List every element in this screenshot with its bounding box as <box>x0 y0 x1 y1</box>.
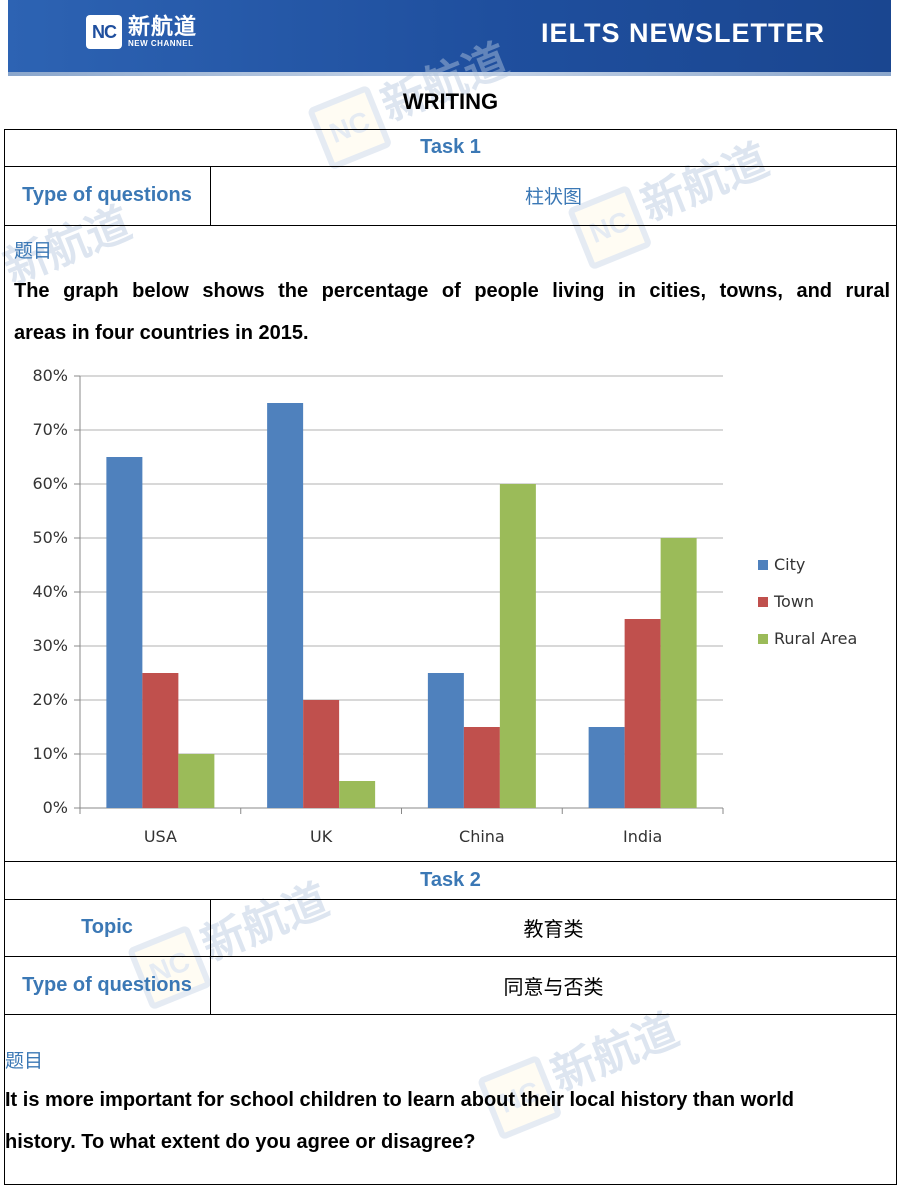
y-tick-label: 60% <box>32 474 68 493</box>
bar-town-uk <box>303 700 340 808</box>
y-tick-label: 30% <box>32 636 68 655</box>
divider <box>4 899 897 900</box>
bar-chart: 0% 10% 20% 30% 40% 50% 60% 70% 80% USA UK China Indi… <box>32 366 857 846</box>
task1-prompt-line1: The graph below shows the percentage of … <box>14 280 890 302</box>
bar-rural-area-china <box>499 484 536 808</box>
divider <box>4 166 897 167</box>
y-tick-label: 10% <box>32 744 68 763</box>
bar-rural-area-usa <box>178 754 215 808</box>
y-tick-label: 40% <box>32 582 68 601</box>
divider <box>210 899 211 1014</box>
task2-topic-label: Topic <box>81 916 133 938</box>
banner-stripe <box>8 72 891 76</box>
logo-english-name: NEW CHANNEL <box>128 39 194 48</box>
section-title: WRITING <box>402 89 499 114</box>
y-tick-label: 20% <box>32 690 68 709</box>
bar-city-uk <box>267 403 304 808</box>
bar-town-china <box>463 727 500 808</box>
header-banner: NC 新航道 NEW CHANNEL IELTS NEWSLETTER <box>8 0 891 76</box>
legend-swatch <box>758 597 768 607</box>
legend-label: Rural Area <box>774 629 857 648</box>
task2-prompt-label: 题目 <box>5 1051 44 1072</box>
x-tick-label: USA <box>144 827 177 846</box>
brand-logo: NC 新航道 NEW CHANNEL <box>86 12 197 52</box>
task1-heading: Task 1 <box>420 136 481 158</box>
legend-label: City <box>774 555 805 574</box>
divider <box>4 225 897 226</box>
x-tick-label: China <box>459 827 505 846</box>
divider <box>4 956 897 957</box>
y-tick-label: 50% <box>32 528 68 547</box>
logo-chinese-name: 新航道 <box>128 14 198 39</box>
legend-swatch <box>758 634 768 644</box>
task1-prompt-label: 题目 <box>14 241 53 262</box>
task2-prompt-line2: history. To what extent do you agree or … <box>5 1131 476 1153</box>
y-tick-label: 70% <box>32 420 68 439</box>
x-tick-label: UK <box>310 827 333 846</box>
legend-swatch <box>758 560 768 570</box>
legend-label: Town <box>773 592 814 611</box>
task2-type-label: Type of questions <box>22 973 192 996</box>
task1-type-value: 柱状图 <box>524 187 582 208</box>
bar-city-india <box>588 727 625 808</box>
task1-type-label: Type of questions <box>22 184 192 206</box>
task2-topic-value: 教育类 <box>523 919 584 941</box>
bar-town-india <box>624 619 661 808</box>
bar-city-china <box>427 673 464 808</box>
y-tick-label: 80% <box>32 366 68 385</box>
newsletter-title: IELTS NEWSLETTER <box>541 18 825 48</box>
x-tick-label: India <box>623 827 662 846</box>
task2-prompt-line1: It is more important for school children… <box>5 1089 794 1111</box>
task2-table <box>4 861 897 1185</box>
bar-rural-area-india <box>660 538 697 808</box>
bar-rural-area-uk <box>339 781 376 808</box>
task2-heading: Task 2 <box>420 868 481 891</box>
bar-town-usa <box>142 673 179 808</box>
task1-prompt-line2: areas in four countries in 2015. <box>14 322 309 344</box>
bar-city-usa <box>106 457 143 808</box>
task2-type-value: 同意与否类 <box>503 976 604 999</box>
logo-mark-icon: NC <box>86 15 122 49</box>
y-tick-label: 0% <box>43 798 68 817</box>
divider <box>210 166 211 225</box>
divider <box>4 1014 897 1015</box>
